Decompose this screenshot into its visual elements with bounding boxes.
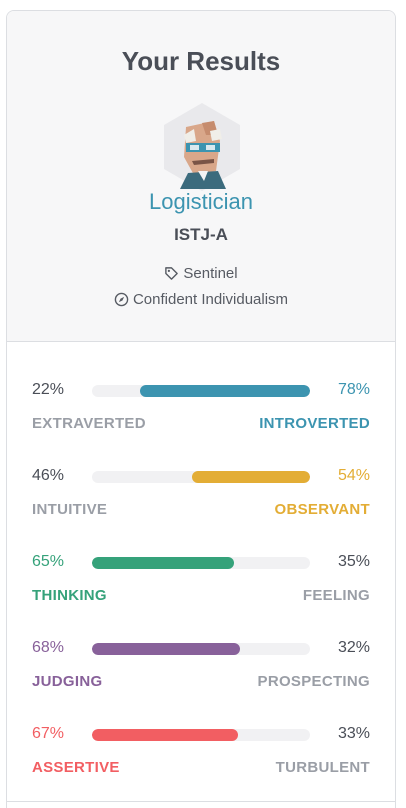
trait-left-label[interactable]: THINKING [32,587,107,604]
role-row: Sentinel [7,265,395,282]
tag-icon [165,267,179,280]
trait-row-nature: 65% 35% THINKING FEELING [7,552,395,622]
trait-right-percent: 78% [337,381,370,398]
trait-right-label[interactable]: FEELING [302,587,370,604]
trait-right-percent: 35% [337,553,370,570]
trait-left-percent: 68% [32,639,65,656]
trait-bar [92,557,310,569]
trait-row-energy: 22% 78% EXTRAVERTED INTROVERTED [7,380,395,450]
trait-left-label[interactable]: EXTRAVERTED [32,415,146,432]
trait-bar-fill [92,557,234,569]
personality-type-code: ISTJ-A [174,225,228,244]
trait-left-label[interactable]: INTUITIVE [32,501,108,518]
trait-left-label[interactable]: ASSERTIVE [32,759,120,776]
trait-bar-fill [139,385,310,397]
trait-bar-fill [92,729,239,741]
divider [7,801,395,802]
compass-icon [114,292,129,307]
trait-left-percent: 46% [32,467,65,484]
trait-left-percent: 67% [32,725,65,742]
trait-right-label[interactable]: TURBULENT [275,759,370,776]
trait-row-tactics: 68% 32% JUDGING PROSPECTING [7,638,395,708]
results-card: Your Results Logistician ISTJ-A Sentinel [6,10,396,808]
strategy-row: Confident Individualism [7,291,395,308]
trait-bar [92,471,310,483]
role-label: Sentinel [183,265,238,282]
page-title: Your Results [121,46,281,76]
trait-right-percent: 32% [337,639,370,656]
trait-row-mind: 46% 54% INTUITIVE OBSERVANT [7,466,395,536]
trait-bar-fill [92,643,241,655]
trait-right-label[interactable]: OBSERVANT [274,501,370,518]
trait-right-percent: 54% [337,467,370,484]
personality-type-name[interactable]: Logistician [149,189,253,214]
trait-row-identity: 67% 33% ASSERTIVE TURBULENT [7,724,395,794]
trait-bar [92,643,310,655]
trait-right-label[interactable]: INTROVERTED [259,415,370,432]
trait-bar-fill [192,471,310,483]
strategy-label: Confident Individualism [132,291,289,308]
trait-bar [92,385,310,397]
trait-right-label[interactable]: PROSPECTING [257,673,370,690]
trait-left-percent: 22% [32,381,65,398]
results-header: Your Results Logistician ISTJ-A Sentinel [7,11,395,342]
logistician-avatar [164,103,240,191]
trait-left-label[interactable]: JUDGING [32,673,103,690]
trait-bar [92,729,310,741]
trait-left-percent: 65% [32,553,65,570]
trait-right-percent: 33% [337,725,370,742]
